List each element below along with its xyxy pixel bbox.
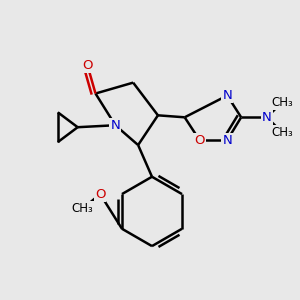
Text: O: O [82, 59, 93, 72]
Text: O: O [194, 134, 205, 147]
Text: CH₃: CH₃ [71, 202, 93, 215]
Text: O: O [95, 188, 105, 201]
Text: N: N [222, 89, 232, 102]
Text: CH₃: CH₃ [271, 96, 292, 109]
Text: N: N [222, 134, 232, 147]
Text: N: N [262, 111, 272, 124]
Text: CH₃: CH₃ [271, 126, 292, 139]
Text: N: N [110, 119, 120, 132]
